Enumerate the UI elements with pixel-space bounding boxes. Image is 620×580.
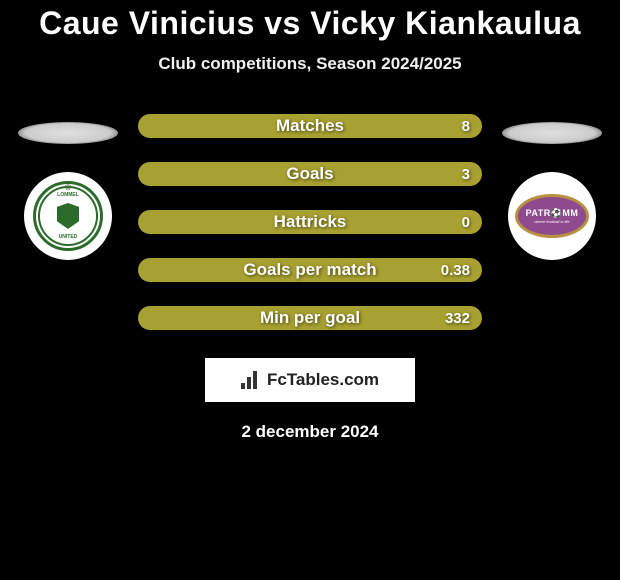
stat-value: 3 bbox=[462, 166, 470, 183]
brand-text: FcTables.com bbox=[267, 370, 379, 390]
right-club-badge: PATR⚽MM where football is life bbox=[508, 172, 596, 260]
stat-row-min-per-goal: Min per goal 332 bbox=[138, 306, 482, 330]
stat-value: 0.38 bbox=[441, 262, 470, 279]
main-row: ♔ LOMMEL UNITED Matches 8 Goals 3 Hattri… bbox=[0, 114, 620, 330]
stat-label: Hattricks bbox=[274, 212, 347, 232]
stat-value: 8 bbox=[462, 118, 470, 135]
right-club-text: PATR⚽MM bbox=[526, 208, 579, 219]
left-club-text-bottom: UNITED bbox=[59, 234, 78, 240]
stat-row-matches: Matches 8 bbox=[138, 114, 482, 138]
stat-label: Goals bbox=[286, 164, 333, 184]
stat-label: Goals per match bbox=[243, 260, 376, 280]
stat-label: Matches bbox=[276, 116, 344, 136]
brand-watermark: FcTables.com bbox=[205, 358, 415, 402]
page-title: Caue Vinicius vs Vicky Kiankaulua bbox=[0, 5, 620, 42]
right-club-badge-inner: PATR⚽MM where football is life bbox=[515, 194, 589, 238]
subtitle: Club competitions, Season 2024/2025 bbox=[0, 54, 620, 74]
stat-value: 332 bbox=[445, 310, 470, 327]
stat-row-hattricks: Hattricks 0 bbox=[138, 210, 482, 234]
left-player-column: ♔ LOMMEL UNITED bbox=[16, 114, 120, 260]
stats-column: Matches 8 Goals 3 Hattricks 0 Goals per … bbox=[138, 114, 482, 330]
shield-icon bbox=[57, 203, 79, 229]
right-club-tagline: where football is life bbox=[534, 219, 569, 224]
bar-chart-icon bbox=[241, 371, 263, 389]
stat-label: Min per goal bbox=[260, 308, 360, 328]
right-player-column: PATR⚽MM where football is life bbox=[500, 114, 604, 260]
left-club-badge-inner: ♔ LOMMEL UNITED bbox=[33, 181, 103, 251]
comparison-card: Caue Vinicius vs Vicky Kiankaulua Club c… bbox=[0, 0, 620, 442]
left-club-badge: ♔ LOMMEL UNITED bbox=[24, 172, 112, 260]
player-silhouette-left bbox=[18, 122, 118, 144]
player-silhouette-right bbox=[502, 122, 602, 144]
left-club-text-top: LOMMEL bbox=[57, 192, 79, 198]
date-label: 2 december 2024 bbox=[0, 422, 620, 442]
stat-value: 0 bbox=[462, 214, 470, 231]
stat-row-goals: Goals 3 bbox=[138, 162, 482, 186]
stat-row-goals-per-match: Goals per match 0.38 bbox=[138, 258, 482, 282]
